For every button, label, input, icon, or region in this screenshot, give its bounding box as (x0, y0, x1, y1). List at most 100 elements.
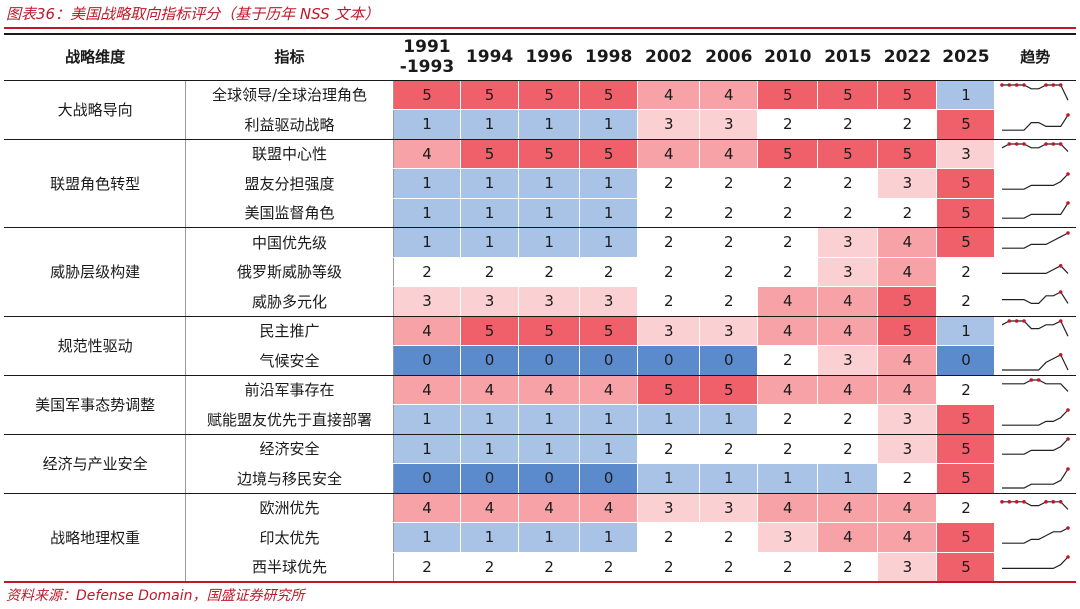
trend-line (1001, 143, 1069, 153)
trend-sparkline (1002, 407, 1071, 426)
score-cell: 4 (699, 79, 759, 110)
header-year: 2022 (877, 33, 938, 81)
indicator-cell: 联盟中心性 (185, 138, 394, 169)
trend-line (1002, 232, 1069, 249)
header-indicator: 指标 (185, 33, 394, 81)
score-cell: 2 (699, 522, 759, 553)
indicator-cell: 经济安全 (185, 433, 394, 464)
trend-line (1002, 353, 1069, 371)
score-cell: 5 (936, 227, 996, 258)
header-trend: 趋势 (994, 33, 1076, 81)
trend-cell (994, 374, 1076, 405)
source-note: 资料来源：Defense Domain，国盛证券研究所 (6, 588, 305, 604)
score-cell: 1 (460, 197, 520, 228)
trend-line (1002, 114, 1069, 131)
trend-peak-marker (1051, 142, 1056, 147)
score-cell: 2 (392, 256, 462, 287)
score-cell: 1 (392, 227, 462, 258)
trend-line (1002, 501, 1069, 511)
score-cell: 3 (699, 492, 759, 523)
score-cell: 2 (877, 463, 938, 494)
trend-sparkline (1002, 264, 1069, 275)
table-row: 美国军事态势调整 前沿军事存在 4 4 4 4 5 5 4 4 4 2 (3, 374, 1076, 435)
score-cell: 3 (460, 286, 520, 317)
score-cell: 0 (392, 345, 462, 376)
table-row: 利益驱动战略 1 1 1 1 3 3 2 2 2 5 (5, 109, 1076, 140)
score-cell: 4 (460, 374, 520, 405)
table-row: 盟友分担强度 1 1 1 1 2 2 2 2 3 5 (5, 168, 1076, 199)
score-cell: 2 (817, 404, 879, 435)
score-cell: 4 (757, 315, 819, 346)
score-cell: 3 (817, 256, 879, 287)
score-cell: 3 (392, 286, 462, 317)
trend-peak-marker (1066, 230, 1071, 235)
score-cell: 2 (637, 168, 701, 199)
trend-sparkline (1002, 466, 1071, 489)
score-cell: 1 (518, 522, 581, 553)
header-year: 1998 (579, 33, 639, 81)
trend-sparkline (1000, 500, 1069, 511)
trend-peak-marker (1000, 500, 1005, 504)
trend-peak-marker (1015, 500, 1019, 504)
score-cell: 1 (936, 79, 996, 110)
score-cell: 2 (757, 256, 819, 287)
trend-line (1002, 173, 1069, 190)
score-cell: 1 (699, 463, 759, 494)
score-cell: 2 (637, 286, 701, 317)
table-body: 大战略导向 全球领导/全球治理角色 5 5 5 5 4 4 5 5 5 1 利益驱动战略 1 1 1 1 3 3 2 2… (3, 79, 1076, 582)
trend-peak-marker (1007, 142, 1012, 147)
score-cell: 1 (579, 404, 639, 435)
trend-peak-marker (1007, 500, 1012, 504)
score-cell: 4 (817, 315, 879, 346)
score-cell: 2 (637, 522, 701, 553)
header-year: 2006 (699, 33, 759, 81)
trend-peak-marker (1066, 466, 1071, 471)
table-row: 西半球优先 2 2 2 2 2 2 2 2 3 5 (5, 551, 1076, 582)
score-cell: 4 (817, 374, 879, 405)
header-category: 战略维度 (3, 33, 187, 81)
trend-cell (994, 433, 1076, 464)
score-cell: 2 (757, 197, 819, 228)
score-cell: 4 (579, 374, 639, 405)
score-cell: 5 (936, 404, 996, 435)
table-row: 美国监督角色 1 1 1 1 2 2 2 2 2 5 (5, 197, 1076, 228)
score-cell: 0 (518, 463, 581, 494)
table-header: 战略维度 指标 1991 -1993 1994 1996 1998 2002 2006 20… (3, 33, 1076, 81)
trend-peak-marker (1037, 378, 1041, 383)
score-cell: 2 (699, 227, 759, 258)
score-cell: 1 (518, 168, 581, 199)
score-cell: 4 (699, 138, 759, 169)
score-cell: 5 (579, 315, 639, 346)
score-cell: 5 (817, 138, 879, 169)
score-cell: 4 (877, 522, 938, 553)
score-cell: 2 (817, 109, 879, 140)
table-row: 经济与产业安全 经济安全 1 1 1 1 2 2 2 2 3 5 (3, 433, 1076, 494)
score-cell: 2 (518, 551, 581, 582)
score-cell: 4 (757, 286, 819, 317)
trend-cell (994, 492, 1076, 523)
trend-peak-marker (1059, 142, 1063, 147)
trend-cell (994, 227, 1076, 258)
score-matrix: 战略维度 指标 1991 -1993 1994 1996 1998 2002 2006 20… (3, 33, 1076, 582)
trend-line (1002, 84, 1069, 101)
score-cell: 2 (936, 492, 996, 523)
trend-peak-marker (1007, 83, 1012, 88)
score-cell: 2 (757, 227, 819, 258)
table-row: 印太优先 1 1 1 1 2 2 3 4 4 5 (5, 522, 1076, 553)
score-cell: 5 (518, 79, 581, 110)
score-cell: 5 (579, 138, 639, 169)
trend-line (1002, 379, 1069, 393)
score-cell: 2 (637, 256, 701, 287)
score-cell: 4 (460, 492, 520, 523)
score-cell: 4 (637, 138, 701, 169)
trend-peak-marker (1066, 201, 1071, 206)
score-cell: 5 (817, 79, 879, 110)
trend-peak-marker (1066, 112, 1071, 117)
trend-peak-marker (1059, 319, 1063, 324)
trend-peak-marker (1022, 142, 1027, 147)
score-cell: 5 (460, 79, 520, 110)
category-cell: 战略地理权重 (3, 492, 187, 582)
score-cell: 4 (817, 492, 879, 523)
score-cell: 2 (757, 109, 819, 140)
score-cell: 4 (392, 138, 462, 169)
